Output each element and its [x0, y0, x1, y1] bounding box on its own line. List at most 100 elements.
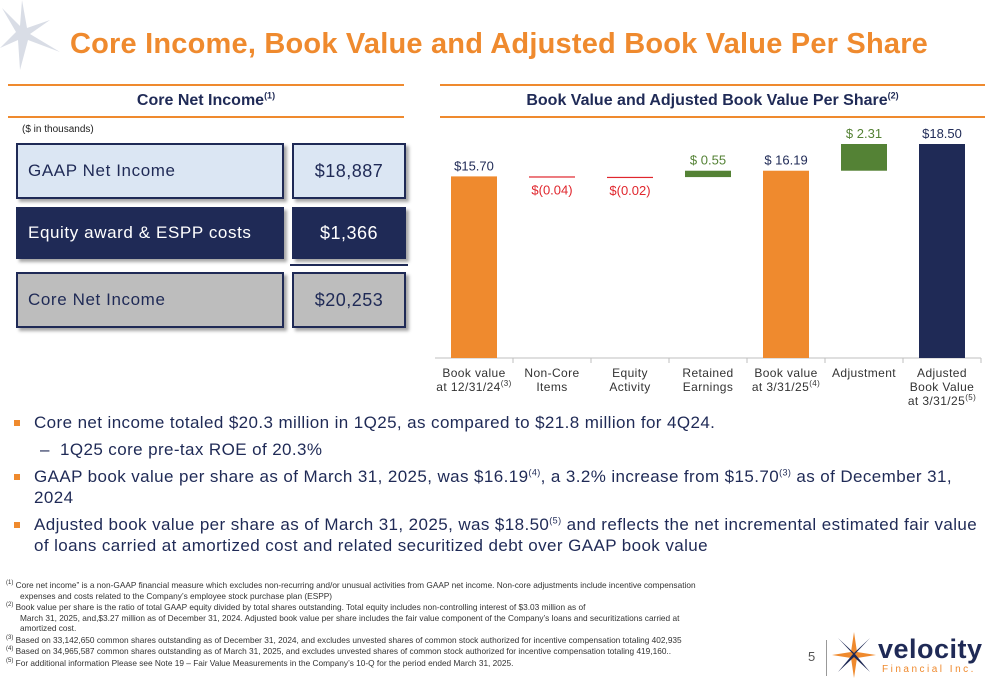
footnote: (2) Book value per share is the ratio of…	[6, 602, 821, 634]
book-value-heading: Book Value and Adjusted Book Value Per S…	[440, 84, 985, 118]
category-label-2: Equity Activity	[585, 366, 675, 394]
bullet-text: and reflects the net incremental estimat…	[34, 515, 978, 555]
footnote: (5) For additional information Please se…	[6, 658, 821, 669]
bullet-square-icon	[14, 522, 20, 528]
velocity-star-icon	[832, 632, 876, 678]
book-value-waterfall-chart: $15.70 $(0.04) $(0.02) $ 0.55 $ 16.19 $ 2.31 $…	[435, 118, 990, 418]
bullet-item: Core net income totaled $20.3 million in…	[14, 412, 989, 433]
bullet-item: GAAP book value per share as of March 31…	[14, 466, 989, 508]
footnote-ref: (3)	[779, 467, 792, 478]
bullet-text: GAAP book value per share as of March 31…	[34, 467, 529, 486]
core-net-income-value: $20,253	[292, 272, 406, 328]
footnote-number: (4)	[6, 646, 14, 653]
footnote-number: (5)	[6, 657, 14, 664]
footnotes: (1) Core net income” is a non-GAAP finan…	[6, 580, 821, 669]
category-label-line: Earnings	[682, 380, 734, 394]
book-value-heading-text: Book Value and Adjusted Book Value Per S…	[526, 92, 888, 109]
data-label-0: $15.70	[454, 158, 494, 173]
waterfall-chart-svg: $15.70 $(0.04) $(0.02) $ 0.55 $ 16.19 $ 2.31 $…	[435, 126, 982, 363]
category-label-line: Non-Core	[524, 366, 580, 380]
footnote-line: expenses and costs related to the Compan…	[20, 590, 333, 601]
footnote-line: (3) Based on 33,142,650 common shares ou…	[6, 634, 682, 645]
category-label-0: Book value at 12/31/24(3)	[429, 366, 519, 394]
bullet-item: Adjusted book value per share as of Marc…	[14, 514, 989, 556]
bullet-text: Adjusted book value per share as of Marc…	[34, 515, 550, 534]
compass-star-decoration	[0, 0, 60, 70]
category-label-line: Retained	[682, 366, 734, 380]
footnote-line: amortized cost.	[20, 623, 77, 633]
footnote: (1) Core net income” is a non-GAAP finan…	[6, 580, 821, 601]
footnote-line: (2) Book value per share is the ratio of…	[6, 602, 586, 612]
category-label-5: Adjustment	[819, 366, 909, 380]
category-label-1: Non-Core Items	[507, 366, 597, 394]
category-label-line: Adjusted	[917, 366, 967, 380]
data-label-5: $ 2.31	[846, 126, 882, 141]
category-label-4: Book value at 3/31/25(4)	[741, 366, 831, 394]
footnote-line: (1) Core net income” is a non-GAAP finan…	[6, 580, 696, 590]
bar-2	[607, 176, 653, 179]
footnote-number: (3)	[6, 634, 14, 641]
footnote-ref: (4)	[528, 467, 541, 478]
velocity-logo: velocity Financial Inc.	[832, 632, 992, 680]
footnote-ref: (5)	[549, 515, 562, 526]
category-note: (4)	[809, 379, 821, 388]
equity-award-value: $1,366	[292, 207, 406, 259]
core-net-income-heading-text: Core Net Income	[136, 92, 265, 109]
page-title: Core Income, Book Value and Adjusted Boo…	[70, 28, 929, 60]
logo-subtitle: Financial Inc.	[882, 664, 976, 675]
bullet-square-icon	[14, 474, 20, 480]
page-number: 5	[808, 649, 816, 664]
core-net-income-heading: Core Net Income(1)	[8, 84, 404, 118]
data-label-2: $(0.02)	[609, 183, 650, 198]
sub-bullet-item: –1Q25 core pre-tax ROE of 20.3%	[14, 439, 989, 460]
category-label-line: Book Value	[909, 380, 975, 394]
bullet-text: as of December 31, 2024	[34, 467, 952, 507]
category-label-line: at 3/31/25(5)	[907, 393, 977, 409]
category-label-line: at 3/31/25(4)	[751, 379, 821, 395]
footnote: (3) Based on 33,142,650 common shares ou…	[6, 635, 821, 646]
category-label-3: Retained Earnings	[663, 366, 753, 394]
bar-4	[763, 170, 809, 358]
footnote: (4) Based on 34,965,587 common shares ou…	[6, 646, 821, 657]
bullet-text: , a 3.2% increase from $15.70	[540, 467, 780, 486]
bullet-dash-icon: –	[40, 440, 50, 459]
category-label-line: Adjustment	[831, 366, 897, 380]
category-label-line: Equity	[612, 366, 648, 380]
bullet-text: 1Q25 core pre-tax ROE of 20.3%	[60, 440, 323, 459]
page-number-divider	[826, 640, 827, 676]
category-label-line: at 12/31/24(3)	[436, 379, 512, 395]
footnote-line: (5) For additional information Please se…	[6, 657, 514, 668]
footnote-line: March 31, 2025, and,$3.27 million as of …	[20, 612, 680, 623]
core-net-income-label: Core Net Income	[16, 272, 284, 328]
bar-5	[841, 144, 887, 171]
bar-0	[451, 176, 497, 358]
category-label-6: Adjusted Book Value at 3/31/25(5)	[897, 366, 987, 408]
category-label-line: Book value	[442, 366, 506, 380]
category-label-line: Activity	[609, 380, 651, 394]
bar-3	[685, 170, 731, 178]
data-label-6: $18.50	[922, 126, 962, 141]
gaap-net-income-label: GAAP Net Income	[16, 143, 284, 199]
category-label-line: Book value	[754, 366, 818, 380]
data-label-3: $ 0.55	[690, 153, 726, 168]
footnote-number: (1)	[6, 580, 14, 587]
gaap-net-income-value: $18,887	[292, 143, 406, 199]
footnote-line: (4) Based on 34,965,587 common shares ou…	[6, 646, 672, 656]
book-value-heading-note: (2)	[887, 90, 899, 101]
category-note: (3)	[500, 379, 512, 388]
bar-1	[529, 176, 575, 178]
category-label-line: Items	[536, 380, 568, 394]
bullet-square-icon	[14, 420, 20, 426]
data-label-1: $(0.04)	[531, 182, 572, 197]
logo-wordmark: velocity	[878, 634, 983, 664]
bar-6	[919, 144, 965, 358]
core-net-income-heading-note: (1)	[264, 90, 276, 101]
units-note: ($ in thousands)	[22, 124, 94, 135]
bullet-text: Core net income totaled $20.3 million in…	[34, 413, 716, 432]
footnote-number: (2)	[6, 602, 14, 609]
key-points-list: Core net income totaled $20.3 million in…	[14, 412, 989, 562]
category-note: (5)	[965, 393, 977, 402]
data-label-4: $ 16.19	[764, 153, 807, 168]
sum-underline	[290, 264, 408, 266]
equity-award-label: Equity award & ESPP costs	[16, 207, 284, 259]
